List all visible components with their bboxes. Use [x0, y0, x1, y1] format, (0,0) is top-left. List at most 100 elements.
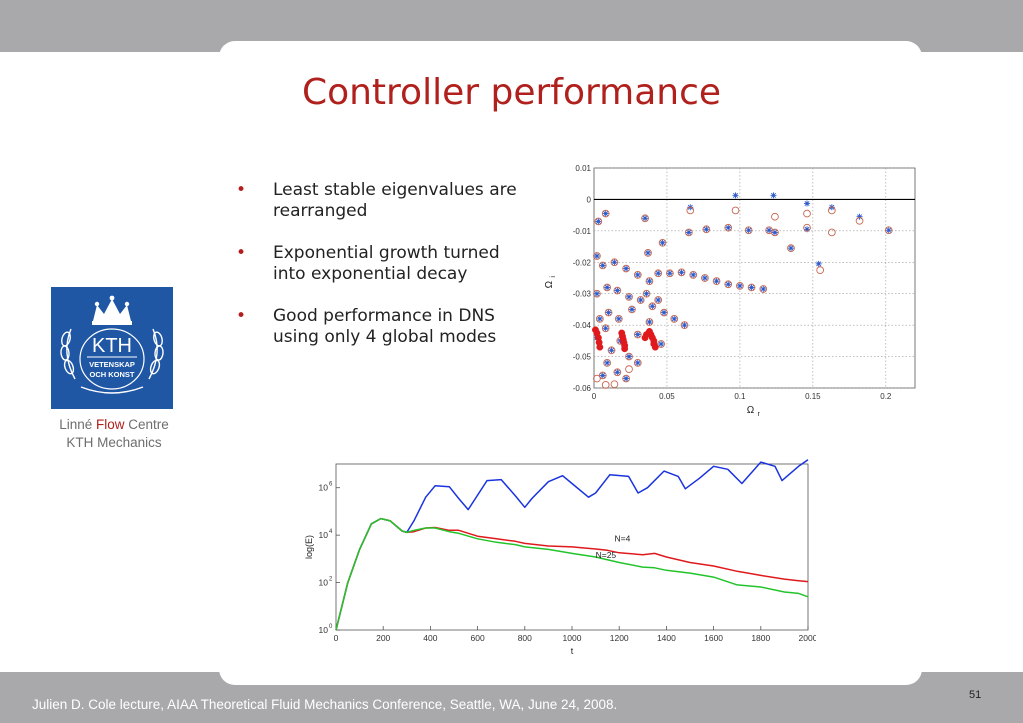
- circle-marker: [654, 296, 663, 304]
- star-marker: [628, 306, 635, 313]
- slide-title: Controller performance: [301, 72, 722, 113]
- star-marker: [725, 224, 732, 231]
- bullet-item: • Good performance in DNS using only 4 gl…: [236, 306, 526, 348]
- circle-marker: [593, 374, 601, 383]
- circle-marker: [884, 226, 893, 235]
- x-tick-label: 1000: [563, 633, 582, 643]
- circle-marker: [622, 374, 630, 383]
- star-marker: [787, 245, 794, 252]
- bullet-text: Good performance in DNS using only 4 glo…: [273, 306, 497, 347]
- circle-marker: [702, 225, 711, 234]
- star-marker: [595, 218, 602, 225]
- star-marker: [804, 200, 811, 207]
- star-marker: [608, 347, 615, 354]
- x-axis-label: Ω: [747, 405, 755, 416]
- star-marker: [626, 293, 633, 300]
- star-marker: [615, 315, 622, 322]
- circle-marker: [827, 228, 836, 237]
- x-tick-label: 1200: [610, 633, 629, 643]
- circle-marker: [633, 330, 642, 339]
- star-marker: [659, 239, 666, 246]
- laurel-wreath-icon: [60, 328, 164, 394]
- circle-marker: [595, 315, 604, 323]
- x-tick-label: 0.2: [880, 392, 892, 401]
- star-marker: [614, 287, 621, 294]
- bullet-text: Exponential growth turned into exponenti…: [273, 243, 500, 284]
- caption-centre: Centre: [128, 417, 169, 432]
- circle-marker: [712, 277, 721, 285]
- x-tick-label: 0.1: [734, 392, 746, 401]
- star-marker: [637, 297, 644, 303]
- star-marker: [736, 282, 743, 289]
- logo-ring: [79, 328, 145, 390]
- kth-logo: KTH VETENSKAP OCH KONST: [51, 287, 173, 409]
- circle-marker: [771, 212, 779, 221]
- caption-linne: Linné: [59, 417, 93, 432]
- logo-caption: Linné Flow Centre KTH Mechanics: [40, 416, 188, 452]
- page-number: 51: [969, 689, 982, 701]
- circle-marker: [731, 206, 740, 215]
- y-axis-label-sub: i: [550, 276, 557, 278]
- y-tick-exponent: 0: [329, 624, 333, 630]
- circle-marker: [701, 274, 709, 282]
- star-marker: [604, 284, 611, 291]
- y-tick-label: 10: [319, 625, 329, 635]
- circle-marker: [648, 302, 657, 311]
- y-tick-label: -0.04: [573, 321, 592, 330]
- curve-annotation: N=4: [614, 533, 630, 543]
- star-marker: [611, 259, 618, 266]
- star-marker: [748, 284, 755, 291]
- logo-text-line1: VETENSKAP: [89, 360, 135, 369]
- x-tick-label: 1600: [704, 633, 723, 643]
- circle-marker: [613, 286, 622, 295]
- bullet-list: • Least stable eigenvalues are rearranged…: [236, 180, 526, 369]
- circle-marker: [827, 206, 836, 215]
- circle-marker: [603, 283, 611, 292]
- logo-text-line2: OCH KONST: [90, 370, 135, 379]
- footer-citation: Julien D. Cole lecture, AIAA Theoretical…: [32, 697, 618, 712]
- star-marker: [604, 359, 611, 366]
- plot-frame: [593, 167, 916, 389]
- y-tick-label: 0.01: [575, 164, 591, 173]
- circle-marker: [593, 252, 601, 260]
- star-marker: [614, 369, 621, 376]
- bullet-item: • Least stable eigenvalues are rearranged: [236, 180, 526, 222]
- star-marker: [599, 372, 606, 379]
- y-tick-label: 0: [587, 195, 592, 204]
- y-tick-exponent: 4: [329, 529, 333, 535]
- y-tick-exponent: 6: [329, 482, 333, 488]
- star-marker: [815, 260, 822, 267]
- circle-marker: [670, 315, 679, 323]
- circle-marker: [636, 296, 645, 304]
- circle-marker: [644, 249, 652, 257]
- circle-marker: [625, 365, 633, 373]
- y-tick-label: -0.01: [573, 227, 592, 236]
- circle-marker: [686, 206, 695, 215]
- circle-marker: [660, 308, 668, 317]
- bullet-text: Least stable eigenvalues are rearranged: [273, 180, 517, 221]
- x-axis-label-sub: r: [758, 411, 761, 418]
- circle-marker: [607, 346, 616, 355]
- y-tick-label: -0.03: [573, 290, 592, 299]
- star-marker: [713, 278, 720, 285]
- circle-marker: [633, 271, 642, 279]
- star-marker: [634, 331, 641, 338]
- x-tick-label: 0: [592, 392, 597, 401]
- caption-flow: Flow: [96, 417, 125, 432]
- y-axis-label-group: Ωi: [544, 276, 557, 289]
- star-marker: [605, 309, 612, 316]
- circle-marker: [598, 261, 607, 270]
- y-axis-label: Ω: [544, 280, 555, 288]
- circle-marker: [601, 209, 610, 218]
- x-tick-label: 400: [423, 633, 437, 643]
- circle-marker: [610, 258, 619, 267]
- circle-marker: [816, 266, 825, 274]
- circle-marker: [633, 359, 642, 367]
- logo-text-kth: KTH: [92, 335, 132, 357]
- star-marker: [655, 270, 662, 277]
- star-marker: [626, 353, 633, 360]
- circle-marker: [614, 315, 623, 323]
- star-marker: [599, 262, 606, 269]
- star-marker: [690, 271, 697, 278]
